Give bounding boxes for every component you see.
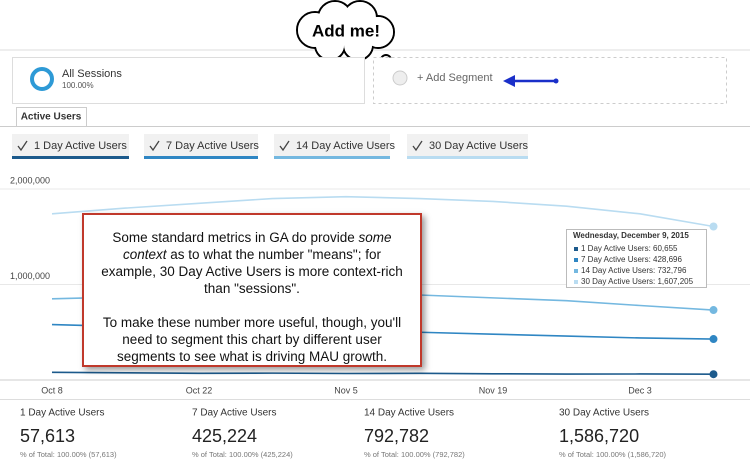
x-tick-label: Nov 19 [479, 385, 508, 395]
tooltip-swatch [574, 269, 578, 273]
legend-swatch [274, 156, 390, 159]
annotation: Some standard metrics in GA do provide s… [82, 213, 422, 367]
tab-label: Active Users [21, 112, 82, 123]
arrow [503, 75, 559, 87]
annotation-first: Some standard metrics in GA do provide s… [96, 229, 408, 297]
tooltip-row: 30 Day Active Users: 1,607,205 [581, 277, 694, 286]
summary-name: 14 Day Active Users [364, 408, 454, 419]
annotation-lead: Some standard metrics in GA do provide [112, 230, 359, 245]
series-line [51, 195, 714, 228]
annotation-emphasis: some context [123, 230, 392, 262]
summary-total: % of Total: 100.00% (57,613) [20, 450, 117, 459]
tooltip-title: Wednesday, December 9, 2015 [573, 231, 689, 240]
tooltip-row: 1 Day Active Users: 60,655 [581, 244, 678, 253]
legend-label: 30 Day Active Users [429, 140, 529, 152]
hover-dot [709, 335, 718, 344]
annotation-second: To make these number more useful, though… [102, 315, 402, 364]
callout: Add me! [312, 21, 380, 40]
summary-value: 792,782 [364, 426, 429, 446]
legend-swatch [12, 156, 129, 159]
legend-swatch [144, 156, 258, 159]
tooltip-swatch [574, 247, 578, 251]
legend-label: 14 Day Active Users [296, 140, 396, 152]
legend-pill[interactable] [407, 134, 528, 158]
x-tick-label: Dec 3 [628, 385, 652, 395]
legend-swatch [407, 156, 528, 159]
tooltip-swatch [574, 258, 578, 262]
x-tick-label: Oct 22 [186, 385, 213, 395]
summary-name: 30 Day Active Users [559, 408, 649, 419]
y-tick-label: 2,000,000 [10, 175, 50, 185]
summary-value: 1,586,720 [559, 426, 639, 446]
legend-check [149, 140, 160, 152]
tooltip-row: 14 Day Active Users: 732,796 [581, 266, 687, 275]
legend-pill[interactable] [12, 134, 129, 158]
segment-card[interactable] [12, 57, 365, 104]
legend-check [279, 140, 290, 152]
add-segment-icon [392, 70, 408, 86]
tab[interactable] [16, 107, 87, 127]
legend-check [412, 140, 423, 152]
summary-total: % of Total: 100.00% (1,586,720) [559, 450, 667, 459]
series-line [51, 371, 714, 376]
summary-value: 425,224 [192, 426, 257, 446]
tooltip-swatch [574, 280, 578, 284]
hover-dot [709, 370, 718, 379]
annotation-rest: as to what the number "means"; for examp… [101, 247, 403, 296]
tooltip: Wednesday, December 9, 2015 1 Day Active … [566, 229, 707, 288]
legend-check [17, 140, 28, 152]
y-tick-label: 1,000,000 [10, 271, 50, 281]
add-segment[interactable]: + Add Segment [417, 72, 493, 84]
hover-dot [709, 222, 718, 231]
legend-pill[interactable] [274, 134, 390, 158]
legend-pill[interactable] [144, 134, 258, 158]
summary-name: 1 Day Active Users [20, 408, 104, 419]
summary-value: 57,613 [20, 426, 75, 446]
legend-label: 7 Day Active Users [166, 140, 259, 152]
x-tick-label: Nov 5 [334, 385, 358, 395]
tooltip-row: 7 Day Active Users: 428,696 [581, 255, 682, 264]
hover-dot [709, 306, 718, 315]
summary-total: % of Total: 100.00% (425,224) [192, 450, 293, 459]
segment-donut [30, 67, 54, 91]
summary-total: % of Total: 100.00% (792,782) [364, 450, 465, 459]
segment-name: All Sessions [62, 68, 122, 80]
x-tick-label: Oct 8 [41, 385, 63, 395]
summary-name: 7 Day Active Users [192, 408, 276, 419]
legend-label: 1 Day Active Users [34, 140, 127, 152]
tooltip-box [566, 229, 707, 288]
segment-share: 100.00% [62, 81, 94, 90]
